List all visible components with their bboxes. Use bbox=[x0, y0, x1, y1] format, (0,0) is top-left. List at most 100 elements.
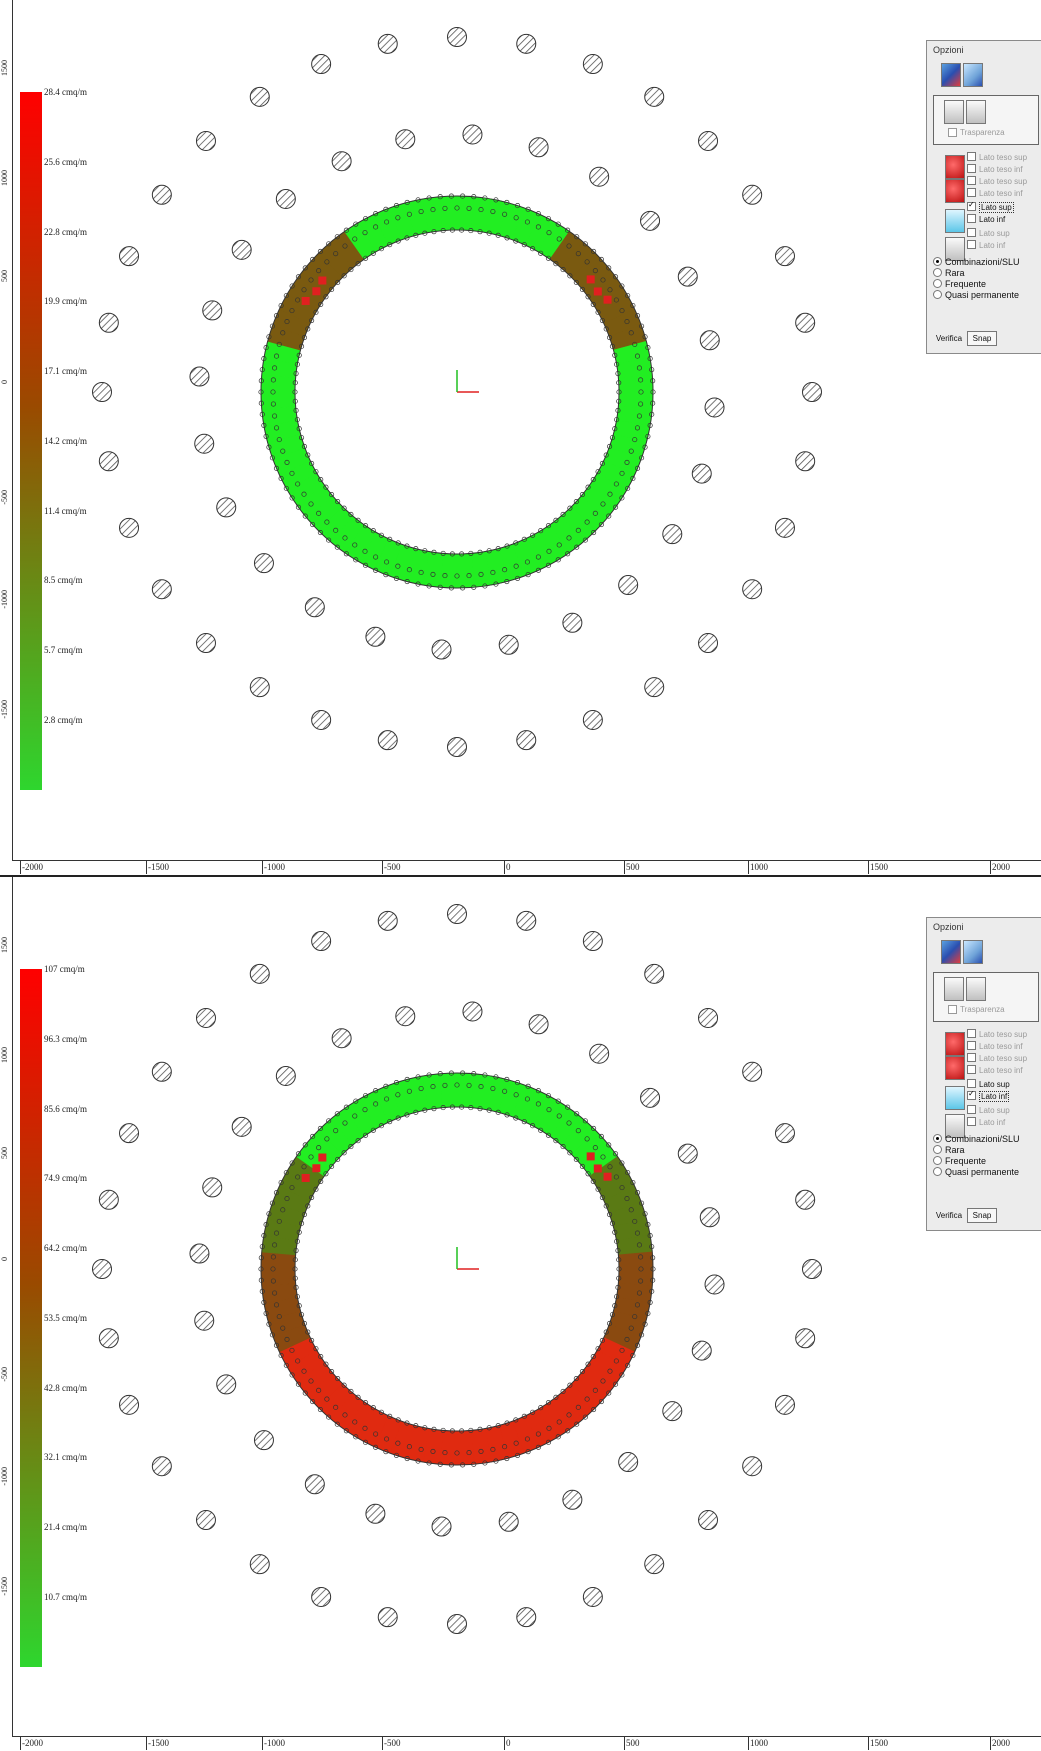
side-inf-icon[interactable] bbox=[945, 1114, 965, 1138]
mesh-node bbox=[362, 216, 369, 222]
mesh-node bbox=[283, 1362, 289, 1368]
ring-segment bbox=[439, 195, 458, 231]
pile bbox=[498, 634, 519, 655]
pile bbox=[795, 1328, 816, 1349]
mesh-node bbox=[634, 1342, 641, 1348]
tension-inf-icon[interactable] bbox=[945, 1056, 965, 1080]
radio-quasi-permanente[interactable]: Quasi permanente bbox=[933, 1167, 1019, 1177]
chk-lato-sup-2[interactable]: Lato sup bbox=[967, 1105, 1010, 1116]
tension-sup-icon[interactable] bbox=[945, 155, 965, 179]
mesh-node bbox=[595, 309, 601, 315]
stress-spot bbox=[301, 296, 310, 305]
section-view-icon[interactable] bbox=[966, 977, 986, 1001]
pile bbox=[194, 1310, 215, 1331]
radio-combinazioni-slu[interactable]: Combinazioni/SLU bbox=[933, 257, 1020, 267]
y-ruler-label: -1000 bbox=[0, 590, 9, 609]
snap-tab[interactable]: Snap bbox=[967, 1208, 997, 1223]
verifica-tab[interactable]: Verifica bbox=[935, 1211, 963, 1220]
mesh-node bbox=[348, 1388, 354, 1394]
chk-lato-sup[interactable]: Lato sup bbox=[967, 1079, 1010, 1090]
chk-lato-inf[interactable]: Lato inf bbox=[967, 1089, 1010, 1102]
radio-combinazioni-slu[interactable]: Combinazioni/SLU bbox=[933, 1134, 1020, 1144]
pile bbox=[195, 633, 216, 654]
mesh-node bbox=[273, 465, 280, 471]
mesh-node bbox=[478, 571, 484, 577]
section-view-icon[interactable] bbox=[966, 100, 986, 124]
mesh-node bbox=[632, 1218, 638, 1224]
mesh-node bbox=[599, 1194, 605, 1201]
mesh-node bbox=[565, 551, 571, 557]
pile bbox=[795, 1189, 816, 1210]
snap-tab[interactable]: Snap bbox=[967, 331, 997, 346]
transparency-checkbox[interactable]: Trasparenza bbox=[948, 1005, 1005, 1015]
verifica-tab[interactable]: Verifica bbox=[935, 334, 963, 343]
tension-sup-icon[interactable] bbox=[945, 1032, 965, 1056]
radio-rara[interactable]: Rara bbox=[933, 268, 965, 278]
x-ruler-label: -1500 bbox=[148, 1738, 169, 1748]
mesh-view-icon[interactable] bbox=[941, 940, 961, 964]
mesh-node bbox=[430, 571, 436, 577]
chk-lato-teso-inf-2[interactable]: Lato teso inf bbox=[967, 188, 1023, 199]
mesh-view-alt-icon[interactable] bbox=[963, 63, 983, 87]
mesh-node bbox=[560, 511, 566, 517]
side-sup-icon[interactable] bbox=[945, 1086, 965, 1110]
tension-inf-icon[interactable] bbox=[945, 179, 965, 203]
mesh-node bbox=[373, 1444, 379, 1450]
plot-panel-bottom[interactable]: 1500 1000 500 0 -500 -1000 -1500 -2000 -1500 -10… bbox=[0, 877, 1041, 1751]
mesh-node bbox=[613, 504, 619, 510]
radio-quasi-permanente[interactable]: Quasi permanente bbox=[933, 290, 1019, 300]
radio-rara[interactable]: Rara bbox=[933, 1145, 965, 1155]
stress-spot bbox=[586, 1152, 595, 1161]
mesh-node bbox=[273, 1342, 280, 1348]
mesh-node bbox=[273, 425, 280, 431]
side-inf-icon[interactable] bbox=[945, 237, 965, 261]
mesh-node bbox=[393, 1080, 399, 1086]
pile bbox=[151, 184, 172, 205]
chk-lato-inf-2[interactable]: Lato inf bbox=[967, 1117, 1005, 1128]
radio-frequente[interactable]: Frequente bbox=[933, 1156, 986, 1166]
mesh-node bbox=[560, 1144, 566, 1150]
mesh-view-icon[interactable] bbox=[941, 63, 961, 87]
pile bbox=[249, 1554, 270, 1575]
mesh-node bbox=[313, 1346, 319, 1352]
chk-lato-teso-sup-1[interactable]: Lato teso sup bbox=[967, 1029, 1027, 1040]
pile bbox=[249, 86, 270, 107]
chk-lato-inf[interactable]: Lato inf bbox=[967, 214, 1005, 225]
chk-lato-sup[interactable]: Lato sup bbox=[967, 200, 1014, 213]
legend-label: 21.4 cmq/m bbox=[44, 1522, 87, 1533]
chk-lato-sup-2[interactable]: Lato sup bbox=[967, 228, 1010, 239]
side-sup-icon[interactable] bbox=[945, 209, 965, 233]
mesh-node bbox=[636, 1242, 642, 1248]
mesh-node bbox=[316, 1387, 322, 1393]
chk-lato-teso-inf-1[interactable]: Lato teso inf bbox=[967, 1041, 1023, 1052]
chk-lato-teso-sup-2[interactable]: Lato teso sup bbox=[967, 176, 1027, 187]
mesh-node bbox=[384, 1096, 390, 1102]
mesh-node bbox=[591, 248, 597, 254]
radio-frequente[interactable]: Frequente bbox=[933, 279, 986, 289]
slab-plot-canvas[interactable] bbox=[12, 0, 1041, 860]
mesh-view-alt-icon[interactable] bbox=[963, 940, 983, 964]
plot-panel-top[interactable]: 1500 1000 500 0 -500 -1000 -1500 -2000 -1500 -10… bbox=[0, 0, 1041, 877]
x-ruler-label: -1500 bbox=[148, 862, 169, 872]
pile bbox=[311, 54, 332, 75]
pile bbox=[644, 86, 665, 107]
mesh-node bbox=[289, 283, 295, 289]
mesh-node bbox=[280, 448, 286, 454]
chk-lato-inf-2[interactable]: Lato inf bbox=[967, 240, 1005, 251]
mesh-node bbox=[574, 544, 580, 550]
legend-label: 28.4 cmq/m bbox=[44, 87, 87, 97]
chk-lato-teso-inf-2[interactable]: Lato teso inf bbox=[967, 1065, 1023, 1076]
mesh-node bbox=[309, 1194, 315, 1201]
x-ruler-tick bbox=[868, 861, 869, 874]
mesh-node bbox=[352, 236, 358, 242]
chk-lato-teso-sup-2[interactable]: Lato teso sup bbox=[967, 1053, 1027, 1064]
x-ruler-tick bbox=[146, 861, 147, 874]
stress-spot bbox=[318, 1153, 327, 1162]
rebar-view-icon[interactable] bbox=[944, 100, 964, 124]
chk-lato-teso-inf-1[interactable]: Lato teso inf bbox=[967, 164, 1023, 175]
mesh-node bbox=[515, 1080, 521, 1086]
rebar-view-icon[interactable] bbox=[944, 977, 964, 1001]
chk-lato-teso-sup-1[interactable]: Lato teso sup bbox=[967, 152, 1027, 163]
transparency-checkbox[interactable]: Trasparenza bbox=[948, 128, 1005, 138]
slab-plot-canvas[interactable] bbox=[12, 877, 1041, 1737]
